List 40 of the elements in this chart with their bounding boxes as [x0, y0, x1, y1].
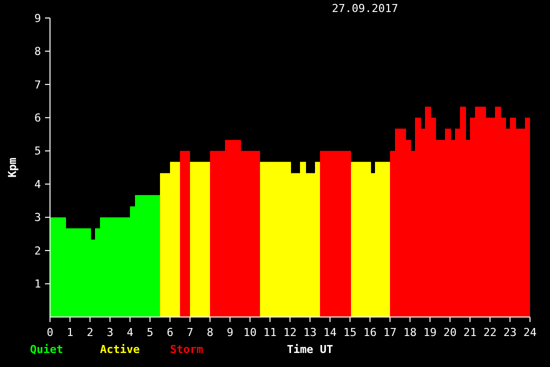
x-tick-label: 17 [383, 326, 397, 339]
x-tick-label: 16 [363, 326, 377, 339]
x-tick-label: 10 [243, 326, 257, 339]
x-tick-label: 1 [66, 326, 74, 339]
x-tick-label: 2 [86, 326, 94, 339]
text: Storm [170, 343, 204, 356]
y-tick-label: 7 [34, 78, 41, 92]
x-tick-label: 20 [443, 326, 457, 339]
x-tick-label: 24 [523, 326, 537, 339]
x-tick-label: 8 [206, 326, 214, 339]
y-axis-title: Kpm [6, 157, 19, 178]
x-tick-label: 9 [226, 326, 234, 339]
y-tick-label: 5 [34, 144, 41, 158]
y-tick-label: 8 [34, 45, 41, 58]
x-tick-label: 15 [343, 326, 357, 339]
x-tick-label: 6 [166, 326, 174, 339]
text: Active [100, 343, 140, 356]
chart-title: 27.09.2017 [332, 2, 398, 15]
x-tick-label: 0 [46, 326, 54, 339]
x-tick-label: 22 [483, 326, 497, 339]
y-tick-label: 4 [34, 178, 42, 191]
y-tick-label: 1 [34, 278, 41, 291]
x-tick-label: 11 [263, 326, 277, 339]
x-tick-label: 14 [323, 326, 337, 339]
x-tick-label: 4 [126, 326, 134, 339]
x-tick-label: 13 [303, 326, 317, 339]
x-tick-label: 3 [106, 326, 114, 339]
y-tick-label: 9 [34, 12, 41, 25]
y-tick-label: 6 [34, 112, 41, 125]
x-tick-label: 19 [423, 326, 437, 339]
x-tick-label: 21 [463, 326, 477, 339]
x-tick-label: 5 [146, 326, 154, 339]
text: Quiet [30, 343, 64, 356]
x-tick-label: 7 [186, 326, 194, 339]
x-tick-label: 23 [503, 326, 517, 339]
y-tick-label: 3 [34, 211, 41, 224]
x-tick-label: 18 [403, 326, 417, 339]
y-tick-label: 2 [34, 244, 41, 258]
x-axis-title: Time UT [286, 343, 334, 356]
x-tick-label: 12 [283, 326, 297, 339]
